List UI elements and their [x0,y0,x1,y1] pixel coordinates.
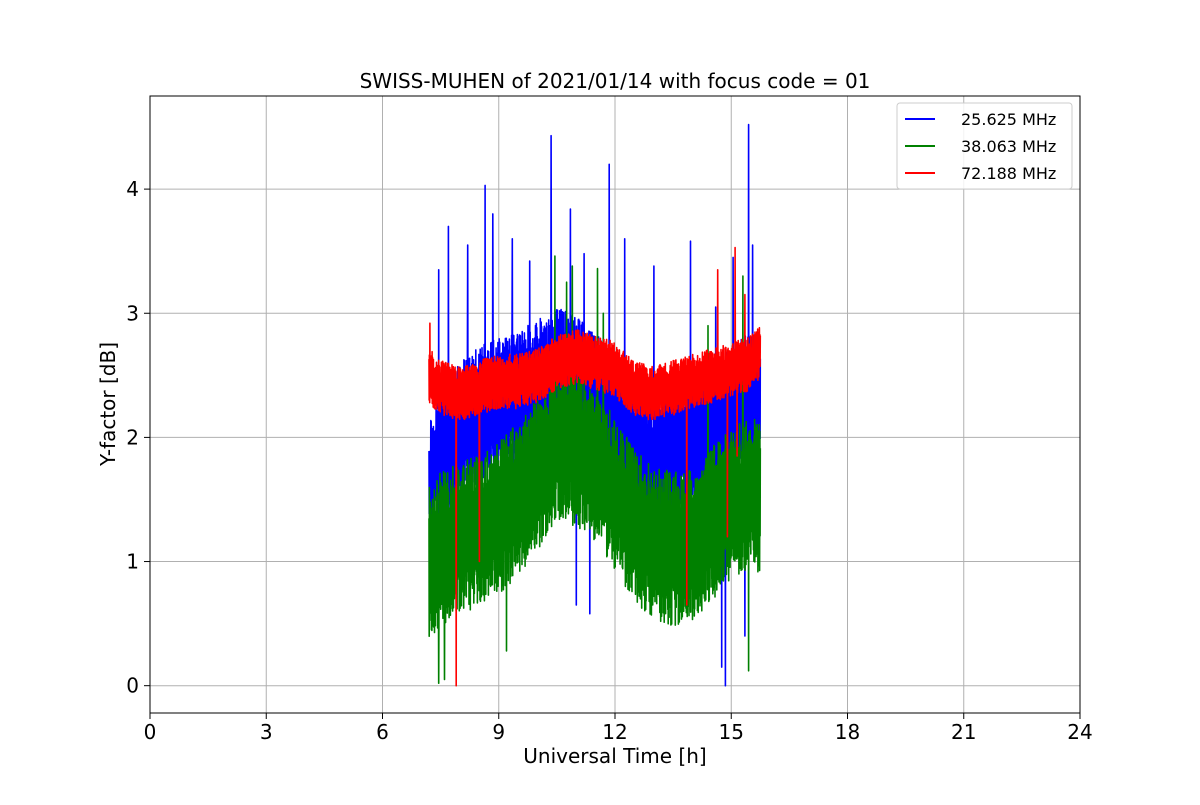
y-tick-label: 2 [126,425,139,449]
x-tick-label: 18 [835,720,860,744]
chart-title: SWISS-MUHEN of 2021/01/14 with focus cod… [360,69,871,93]
x-tick-label: 0 [144,720,157,744]
x-tick-label: 3 [260,720,273,744]
legend-label: 25.625 MHz [961,110,1056,129]
legend-label: 38.063 MHz [961,137,1056,156]
series-38-063-mhz-line [428,255,762,684]
x-tick-label: 12 [602,720,627,744]
y-tick-label: 3 [126,301,139,325]
x-tick-label: 24 [1067,720,1092,744]
x-tick-label: 6 [376,720,389,744]
legend-label: 72.188 MHz [961,164,1056,183]
x-tick-label: 21 [951,720,976,744]
x-tick-label: 9 [492,720,505,744]
y-tick-label: 4 [126,177,139,201]
plot-area [428,123,762,687]
y-tick-label: 1 [126,550,139,574]
series-72-188-mhz-line [428,246,762,687]
x-tick-label: 15 [719,720,744,744]
y-tick-label: 0 [126,674,139,698]
y-axis-label: Y-factor [dB] [96,342,120,467]
x-axis-label: Universal Time [h] [523,744,706,768]
legend-box [896,102,1073,190]
legend: 25.625 MHz 38.063 MHz 72.188 MHz [896,102,1073,190]
